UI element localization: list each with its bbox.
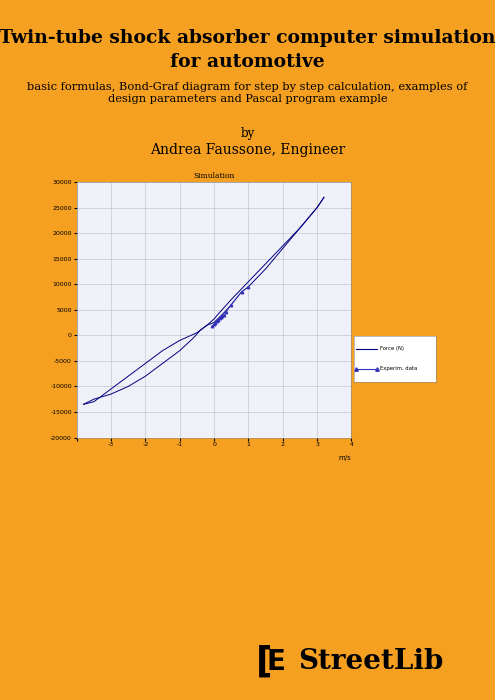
Line: Force (N): Force (N) xyxy=(84,197,324,405)
Experim. data xyxy=(214,317,220,326)
Force (N) xyxy=(321,193,327,202)
Force (N) xyxy=(125,372,131,380)
Force (N) xyxy=(221,308,227,316)
Experim. data xyxy=(221,311,227,319)
Title: Simulation: Simulation xyxy=(194,172,235,180)
Force (N) xyxy=(81,400,87,409)
Force (N) xyxy=(204,321,210,329)
Force (N) xyxy=(91,398,97,406)
Force (N) xyxy=(177,336,183,344)
Experim. data xyxy=(209,322,215,330)
Force (N) xyxy=(211,318,217,327)
Text: Force (N): Force (N) xyxy=(380,346,404,351)
Force (N) xyxy=(159,346,165,355)
Text: for automotive: for automotive xyxy=(170,53,325,71)
Text: StreetLib: StreetLib xyxy=(298,648,444,675)
Force (N) xyxy=(297,224,303,232)
Experim. data xyxy=(217,314,223,323)
Force (N) xyxy=(246,283,251,291)
Line: Experim. data: Experim. data xyxy=(211,286,249,328)
Force (N) xyxy=(263,265,269,273)
Experim. data xyxy=(219,312,225,320)
Experim. data xyxy=(223,308,229,316)
Text: by: by xyxy=(241,127,254,141)
Force (N) xyxy=(143,359,148,368)
Experim. data xyxy=(246,283,251,291)
Text: [: [ xyxy=(256,645,272,678)
Experim. data xyxy=(239,288,245,296)
Experim. data xyxy=(228,300,234,309)
Text: E: E xyxy=(266,648,285,676)
Force (N) xyxy=(228,300,234,309)
Experim. data xyxy=(211,320,217,328)
Force (N) xyxy=(280,244,286,253)
Text: Andrea Faussone, Engineer: Andrea Faussone, Engineer xyxy=(150,143,345,157)
Experim. data xyxy=(212,318,218,327)
Force (N) xyxy=(108,385,114,393)
Experim. data xyxy=(218,313,224,321)
Text: Twin-tube shock absorber computer simulation: Twin-tube shock absorber computer simula… xyxy=(0,29,495,48)
Force (N) xyxy=(314,203,320,211)
Force (N) xyxy=(194,328,200,337)
Text: m/s: m/s xyxy=(338,456,351,461)
Force (N) xyxy=(239,288,245,296)
Experim. data xyxy=(215,316,221,324)
Text: Experim. data: Experim. data xyxy=(380,366,417,371)
Text: basic formulas, Bond-Graf diagram for step by step calculation, examples of
desi: basic formulas, Bond-Graf diagram for st… xyxy=(27,82,468,104)
